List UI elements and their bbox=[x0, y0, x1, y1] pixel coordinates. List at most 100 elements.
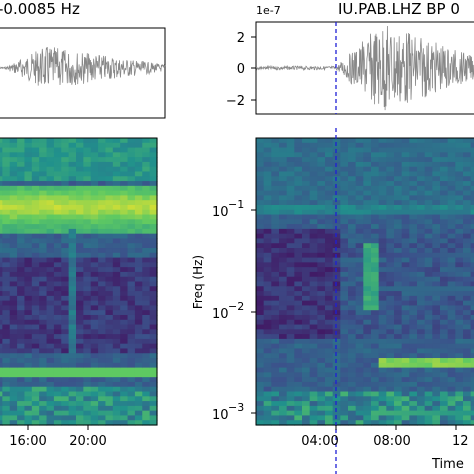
spectrogram-cell bbox=[394, 391, 403, 397]
spectrogram-cell bbox=[424, 362, 433, 369]
spectrogram-cell bbox=[90, 396, 99, 402]
spectrogram-cell bbox=[98, 358, 107, 364]
spectrogram-cell bbox=[332, 386, 341, 393]
spectrogram-cell bbox=[332, 252, 341, 259]
spectrogram-cell bbox=[455, 204, 464, 211]
spectrogram-cell bbox=[31, 267, 40, 273]
spectrogram-cell bbox=[149, 348, 158, 354]
spectrogram-cell bbox=[332, 152, 341, 158]
spectrogram-cell bbox=[256, 224, 265, 230]
spectrogram-cell bbox=[149, 276, 158, 283]
spectrogram-cell bbox=[39, 396, 48, 402]
spectrogram-cell bbox=[363, 276, 372, 283]
spectrogram-cell bbox=[325, 358, 334, 364]
spectrogram-cell bbox=[24, 209, 33, 216]
spectrogram-cell bbox=[17, 391, 26, 397]
spectrogram-cell bbox=[105, 410, 114, 417]
spectrogram-cell bbox=[394, 171, 403, 177]
spectrogram-cell bbox=[440, 310, 449, 316]
spectrogram-cell bbox=[9, 252, 18, 259]
spectrogram-cell bbox=[386, 166, 395, 173]
spectrogram-cell bbox=[317, 401, 326, 407]
spectrogram-cell bbox=[120, 166, 129, 173]
spectrogram-cell bbox=[83, 291, 92, 297]
spectrogram-cell bbox=[120, 252, 129, 259]
spectrogram-cell bbox=[76, 219, 84, 225]
spectrogram-cell bbox=[455, 348, 464, 354]
spectrogram-cell bbox=[348, 372, 357, 378]
spectrogram-cell bbox=[61, 161, 70, 168]
spectrogram-cell bbox=[263, 209, 272, 216]
spectrogram-cell bbox=[302, 233, 311, 240]
spectrogram-cell bbox=[149, 410, 158, 417]
spectrogram-cell bbox=[455, 358, 464, 364]
spectrogram-cell bbox=[134, 142, 143, 149]
spectrogram-cell bbox=[120, 324, 129, 330]
spectrogram-cell bbox=[355, 267, 364, 273]
spectrogram-cell bbox=[463, 243, 472, 249]
spectrogram-cell bbox=[371, 257, 380, 263]
spectrogram-cell bbox=[286, 362, 295, 369]
spectrogram-cell bbox=[371, 166, 380, 173]
spectrogram-cell bbox=[401, 405, 410, 412]
spectrogram-cell bbox=[417, 243, 426, 249]
spectrogram-cell bbox=[31, 338, 40, 345]
spectrogram-cell bbox=[24, 166, 33, 173]
spectrogram-cell bbox=[470, 142, 474, 149]
spectrogram-cell bbox=[424, 305, 433, 311]
spectrogram-cell bbox=[9, 405, 18, 412]
spectrogram-cell bbox=[112, 372, 121, 378]
spectrogram-cell bbox=[340, 348, 349, 354]
spectrogram-cell bbox=[355, 358, 364, 364]
spectrogram-cell bbox=[76, 185, 84, 192]
spectrogram-cell bbox=[256, 410, 265, 417]
spectrogram-cell bbox=[455, 181, 464, 187]
spectrogram-cell bbox=[417, 300, 426, 307]
spectrogram-cell bbox=[127, 224, 136, 230]
spectrogram-cell bbox=[440, 319, 449, 326]
spectrogram-cell bbox=[271, 286, 280, 292]
spectrogram-cell bbox=[340, 233, 349, 240]
spectrogram-cell bbox=[417, 420, 426, 426]
spectrogram-cell bbox=[98, 300, 107, 307]
spectrogram-cell bbox=[348, 396, 357, 402]
spectrogram-cell bbox=[120, 415, 129, 421]
spectrogram-cell bbox=[394, 157, 403, 163]
spectrogram-cell bbox=[309, 295, 318, 302]
spectrogram-cell bbox=[120, 233, 129, 240]
spectrogram-cell bbox=[325, 324, 334, 330]
spectrogram-cell bbox=[470, 338, 474, 345]
spectrogram-cell bbox=[386, 228, 395, 235]
spectrogram-cell bbox=[294, 358, 303, 364]
spectrogram-cell bbox=[309, 228, 318, 235]
spectrogram-cell bbox=[2, 377, 11, 383]
spectrogram-cell bbox=[112, 176, 121, 182]
spectrogram-cell bbox=[424, 381, 433, 388]
spectrogram-cell bbox=[432, 324, 441, 330]
spectrogram-cell bbox=[394, 238, 403, 244]
spectrogram-cell bbox=[0, 257, 3, 263]
spectrogram-cell bbox=[76, 152, 84, 158]
spectrogram-cell bbox=[432, 281, 441, 287]
spectrogram-cell bbox=[31, 358, 40, 364]
spectrogram-cell bbox=[39, 204, 48, 211]
spectrogram-cell bbox=[271, 353, 280, 359]
spectrogram-cell bbox=[112, 420, 121, 426]
left-waveform-axes bbox=[0, 27, 166, 119]
spectrogram-cell bbox=[455, 243, 464, 249]
spectrogram-cell bbox=[263, 257, 272, 263]
spectrogram-cell bbox=[61, 262, 70, 268]
spectrogram-cell bbox=[455, 176, 464, 182]
spectrogram-cell bbox=[371, 314, 380, 321]
spectrogram-cell bbox=[98, 185, 107, 192]
spectrogram-cell bbox=[409, 338, 418, 345]
spectrogram-cell bbox=[83, 262, 92, 268]
spectrogram-cell bbox=[294, 238, 303, 244]
spectrogram-cell bbox=[363, 415, 372, 421]
spectrogram-cell bbox=[363, 348, 372, 354]
spectrogram-cell bbox=[325, 295, 334, 302]
spectrogram-cell bbox=[61, 238, 70, 244]
spectrogram-cell bbox=[53, 377, 62, 383]
spectrogram-cell bbox=[83, 310, 92, 316]
spectrogram-cell bbox=[134, 224, 143, 230]
